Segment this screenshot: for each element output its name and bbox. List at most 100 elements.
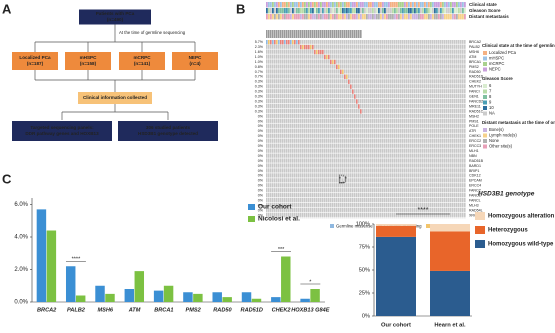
legend-swatch [483,133,487,138]
track-cell [382,14,384,20]
legend-label: Localized PCa [489,50,517,55]
gene-label: FANCL [469,198,481,202]
track-cell [412,2,414,8]
track-cell [458,8,460,14]
gene-percent: 0% [258,149,264,153]
count-bar [310,30,312,38]
flow-box [118,121,218,141]
track-cell [320,2,322,8]
legend-title: HSD3B1 genotype [478,191,535,198]
track-cell [334,8,336,14]
legend-swatch [483,67,487,72]
track-cell [388,2,390,8]
track-cell [420,8,422,14]
track-cell [420,2,422,8]
altered-cell [354,94,356,99]
flow-text: (n=141) [134,61,151,66]
altered-cell [324,54,326,60]
gene-label: FANCC [469,189,482,193]
track-cell [380,8,382,14]
bar [75,295,86,302]
gene-label: BRCA1 [469,60,481,64]
gene-percent: 0% [258,194,264,198]
gene-percent: 0% [258,213,264,217]
gene-percent: 0% [258,139,264,143]
altered-cell [358,104,360,109]
flow-text: NEPC [189,55,202,60]
count-bar [314,30,316,38]
track-cell [432,14,434,20]
track-cell [318,2,320,8]
legend-label: 7 [489,89,492,94]
track-cell [376,8,378,14]
x-tick-label: BRCA1 [154,307,173,313]
track-cell [460,2,462,8]
track-cell [392,14,394,20]
flow-text: mHSPC [80,55,98,60]
count-bar [306,30,308,38]
altered-cell [280,40,282,45]
count-bar [316,30,318,38]
altered-cell [274,40,276,45]
track-cell [268,8,270,14]
track-cell [362,2,364,8]
track-cell [292,8,294,14]
altered-cell [350,84,352,89]
track-cell [356,8,358,14]
count-bar [278,30,280,38]
track-cell [298,14,300,20]
track-cell [424,14,426,20]
legend-label: Other site(s) [489,144,513,149]
legend-label: Nicolosi et al. [258,216,300,223]
track-cell [272,8,274,14]
gene-percent: 0.3% [255,80,264,84]
bar [212,292,222,302]
count-bar [266,30,268,38]
track-cell [362,14,364,20]
track-cell [386,2,388,8]
altered-cell [322,49,324,55]
gene-label: ERCC3 [469,144,481,148]
flow-text: Clinical information collected [83,95,147,100]
track-cell [462,8,464,14]
legend-swatch [483,144,487,149]
track-cell [324,14,326,20]
flow-text: 306 studied patients [146,125,191,130]
track-cell [280,14,282,20]
altered-cell [332,59,334,65]
count-bar [336,30,338,38]
track-cell [450,14,452,20]
bar [281,256,291,302]
gene-percent: 0% [258,114,264,118]
track-cell [352,14,354,20]
track-cell [434,2,436,8]
track-cell [432,2,434,8]
count-bar [356,30,358,38]
gene-percent: 0% [258,129,264,133]
track-cell [452,8,454,14]
flow-box [12,52,58,70]
track-cell [278,14,280,20]
track-cell [364,8,366,14]
altered-cell [290,40,292,45]
track-cell [292,2,294,8]
gene-label: MUTYH [469,85,482,89]
legend-label: 8 [489,94,492,99]
track-cell [384,14,386,20]
legend-swatch [248,216,255,222]
track-cell [374,14,376,20]
track-cell [418,8,420,14]
gene-label: BARD1 [469,164,481,168]
track-cell [388,8,390,14]
gene-label: PMS1 [469,119,479,123]
altered-cell [330,59,332,65]
track-cell [346,14,348,20]
track-cell [436,8,438,14]
track-cell [316,8,318,14]
track-cell [440,8,442,14]
count-bar [292,30,294,38]
bar [134,271,145,302]
track-cell [460,8,462,14]
track-cell [350,2,352,8]
bar [163,285,174,302]
